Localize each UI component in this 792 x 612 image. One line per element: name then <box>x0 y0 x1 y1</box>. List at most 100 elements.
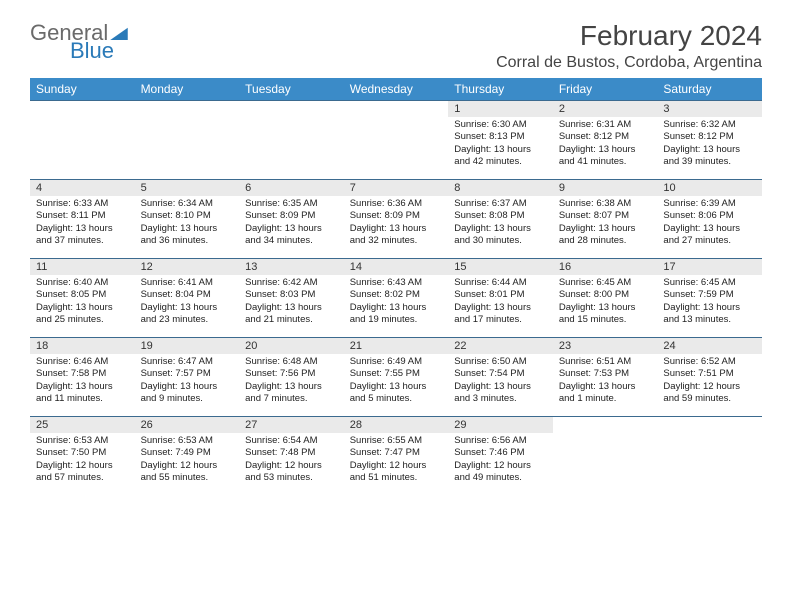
detail-line: Daylight: 13 hours <box>454 302 547 314</box>
day-details: Sunrise: 6:37 AMSunset: 8:08 PMDaylight:… <box>448 196 553 251</box>
detail-line: Sunset: 7:58 PM <box>36 368 129 380</box>
detail-line: Sunset: 7:53 PM <box>559 368 652 380</box>
day-details: Sunrise: 6:40 AMSunset: 8:05 PMDaylight:… <box>30 275 135 330</box>
date-number <box>239 101 344 117</box>
detail-line: Sunset: 8:10 PM <box>141 210 234 222</box>
detail-line: Sunrise: 6:41 AM <box>141 277 234 289</box>
detail-line: Daylight: 12 hours <box>663 381 756 393</box>
day-cell <box>135 101 240 179</box>
date-number: 22 <box>448 338 553 354</box>
detail-line: Sunset: 8:12 PM <box>663 131 756 143</box>
day-details: Sunrise: 6:56 AMSunset: 7:46 PMDaylight:… <box>448 433 553 488</box>
date-number: 10 <box>657 180 762 196</box>
day-name: Saturday <box>657 78 762 100</box>
week-row: 11Sunrise: 6:40 AMSunset: 8:05 PMDayligh… <box>30 258 762 337</box>
detail-line: and 59 minutes. <box>663 393 756 405</box>
date-number <box>135 101 240 117</box>
day-details: Sunrise: 6:36 AMSunset: 8:09 PMDaylight:… <box>344 196 449 251</box>
detail-line: and 53 minutes. <box>245 472 338 484</box>
title-block: February 2024 Corral de Bustos, Cordoba,… <box>496 20 762 72</box>
detail-line: Daylight: 13 hours <box>141 381 234 393</box>
weeks-container: 1Sunrise: 6:30 AMSunset: 8:13 PMDaylight… <box>30 100 762 495</box>
day-cell: 13Sunrise: 6:42 AMSunset: 8:03 PMDayligh… <box>239 259 344 337</box>
detail-line: Sunset: 8:05 PM <box>36 289 129 301</box>
week-row: 25Sunrise: 6:53 AMSunset: 7:50 PMDayligh… <box>30 416 762 495</box>
day-name: Sunday <box>30 78 135 100</box>
detail-line: Sunset: 8:11 PM <box>36 210 129 222</box>
day-cell: 12Sunrise: 6:41 AMSunset: 8:04 PMDayligh… <box>135 259 240 337</box>
day-name: Monday <box>135 78 240 100</box>
detail-line: and 13 minutes. <box>663 314 756 326</box>
day-cell: 10Sunrise: 6:39 AMSunset: 8:06 PMDayligh… <box>657 180 762 258</box>
detail-line: Sunset: 8:08 PM <box>454 210 547 222</box>
detail-line: Sunrise: 6:54 AM <box>245 435 338 447</box>
detail-line: Sunrise: 6:34 AM <box>141 198 234 210</box>
detail-line: Sunset: 7:51 PM <box>663 368 756 380</box>
day-header-row: Sunday Monday Tuesday Wednesday Thursday… <box>30 78 762 100</box>
detail-line: and 17 minutes. <box>454 314 547 326</box>
day-cell: 25Sunrise: 6:53 AMSunset: 7:50 PMDayligh… <box>30 417 135 495</box>
detail-line: Sunrise: 6:49 AM <box>350 356 443 368</box>
date-number: 14 <box>344 259 449 275</box>
detail-line: Daylight: 13 hours <box>141 302 234 314</box>
detail-line: Sunrise: 6:56 AM <box>454 435 547 447</box>
detail-line: Daylight: 13 hours <box>663 144 756 156</box>
detail-line: Daylight: 12 hours <box>36 460 129 472</box>
detail-line: and 36 minutes. <box>141 235 234 247</box>
detail-line: Daylight: 13 hours <box>454 144 547 156</box>
date-number: 13 <box>239 259 344 275</box>
detail-line: Daylight: 13 hours <box>559 381 652 393</box>
detail-line: and 5 minutes. <box>350 393 443 405</box>
detail-line: Sunrise: 6:55 AM <box>350 435 443 447</box>
date-number: 1 <box>448 101 553 117</box>
day-name: Friday <box>553 78 658 100</box>
day-details: Sunrise: 6:34 AMSunset: 8:10 PMDaylight:… <box>135 196 240 251</box>
detail-line: Daylight: 13 hours <box>245 381 338 393</box>
detail-line: and 19 minutes. <box>350 314 443 326</box>
day-details: Sunrise: 6:53 AMSunset: 7:50 PMDaylight:… <box>30 433 135 488</box>
detail-line: Sunrise: 6:33 AM <box>36 198 129 210</box>
day-details: Sunrise: 6:55 AMSunset: 7:47 PMDaylight:… <box>344 433 449 488</box>
date-number: 23 <box>553 338 658 354</box>
detail-line: and 30 minutes. <box>454 235 547 247</box>
detail-line: Sunrise: 6:45 AM <box>663 277 756 289</box>
day-details: Sunrise: 6:30 AMSunset: 8:13 PMDaylight:… <box>448 117 553 172</box>
detail-line: Sunset: 7:56 PM <box>245 368 338 380</box>
detail-line: Sunrise: 6:44 AM <box>454 277 547 289</box>
month-title: February 2024 <box>496 20 762 52</box>
date-number: 24 <box>657 338 762 354</box>
detail-line: Sunrise: 6:31 AM <box>559 119 652 131</box>
detail-line: Sunrise: 6:53 AM <box>141 435 234 447</box>
date-number: 6 <box>239 180 344 196</box>
detail-line: Daylight: 12 hours <box>350 460 443 472</box>
date-number: 11 <box>30 259 135 275</box>
day-cell: 27Sunrise: 6:54 AMSunset: 7:48 PMDayligh… <box>239 417 344 495</box>
day-details: Sunrise: 6:33 AMSunset: 8:11 PMDaylight:… <box>30 196 135 251</box>
date-number: 25 <box>30 417 135 433</box>
detail-line: Sunset: 8:01 PM <box>454 289 547 301</box>
detail-line: and 23 minutes. <box>141 314 234 326</box>
day-details: Sunrise: 6:45 AMSunset: 7:59 PMDaylight:… <box>657 275 762 330</box>
day-details: Sunrise: 6:39 AMSunset: 8:06 PMDaylight:… <box>657 196 762 251</box>
detail-line: and 41 minutes. <box>559 156 652 168</box>
location: Corral de Bustos, Cordoba, Argentina <box>496 54 762 72</box>
detail-line: Sunset: 7:55 PM <box>350 368 443 380</box>
detail-line: Daylight: 13 hours <box>350 302 443 314</box>
date-number: 4 <box>30 180 135 196</box>
calendar: Sunday Monday Tuesday Wednesday Thursday… <box>30 78 762 495</box>
day-cell: 18Sunrise: 6:46 AMSunset: 7:58 PMDayligh… <box>30 338 135 416</box>
day-details: Sunrise: 6:51 AMSunset: 7:53 PMDaylight:… <box>553 354 658 409</box>
detail-line: Daylight: 12 hours <box>141 460 234 472</box>
detail-line: Sunrise: 6:40 AM <box>36 277 129 289</box>
detail-line: Daylight: 13 hours <box>663 223 756 235</box>
day-cell: 16Sunrise: 6:45 AMSunset: 8:00 PMDayligh… <box>553 259 658 337</box>
day-details: Sunrise: 6:53 AMSunset: 7:49 PMDaylight:… <box>135 433 240 488</box>
detail-line: and 34 minutes. <box>245 235 338 247</box>
detail-line: Sunset: 8:09 PM <box>350 210 443 222</box>
detail-line: Sunset: 7:57 PM <box>141 368 234 380</box>
date-number: 17 <box>657 259 762 275</box>
date-number: 8 <box>448 180 553 196</box>
day-details: Sunrise: 6:41 AMSunset: 8:04 PMDaylight:… <box>135 275 240 330</box>
day-cell: 3Sunrise: 6:32 AMSunset: 8:12 PMDaylight… <box>657 101 762 179</box>
detail-line: Daylight: 13 hours <box>350 223 443 235</box>
